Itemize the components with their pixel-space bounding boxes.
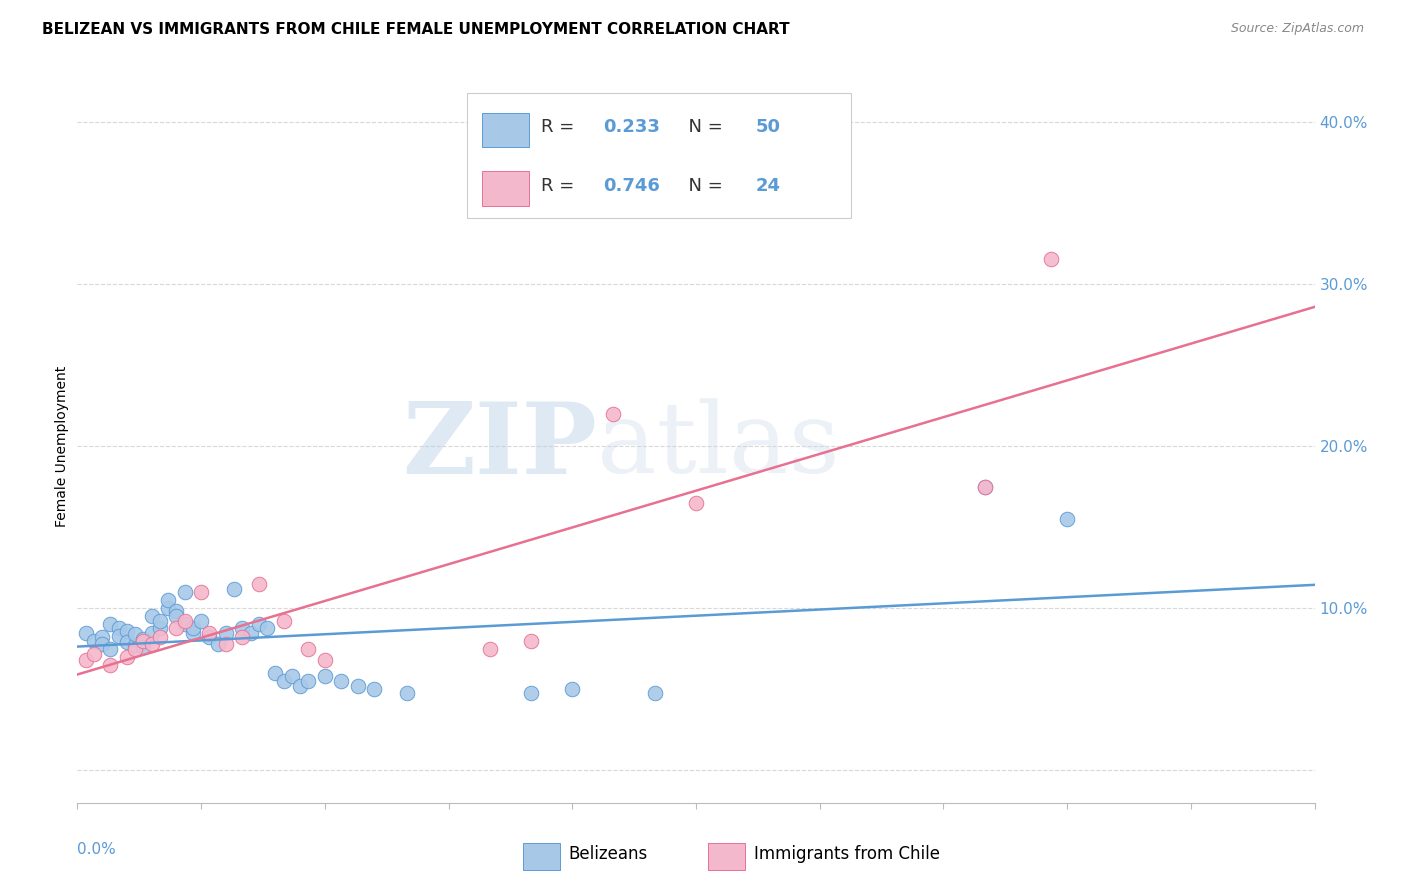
Point — [256, 621, 278, 635]
Text: BELIZEAN VS IMMIGRANTS FROM CHILE FEMALE UNEMPLOYMENT CORRELATION CHART: BELIZEAN VS IMMIGRANTS FROM CHILE FEMALE… — [42, 22, 790, 37]
Text: ZIP: ZIP — [402, 398, 598, 494]
Point — [314, 669, 336, 683]
Point — [685, 496, 707, 510]
Point — [273, 674, 295, 689]
Point — [198, 625, 221, 640]
FancyBboxPatch shape — [482, 112, 529, 147]
Point — [288, 679, 311, 693]
Point — [115, 635, 138, 649]
Point — [190, 585, 212, 599]
Point — [83, 633, 105, 648]
Text: 0.0%: 0.0% — [77, 842, 117, 857]
Point — [190, 614, 212, 628]
Point — [396, 685, 419, 699]
Point — [330, 674, 353, 689]
Point — [83, 647, 105, 661]
Point — [107, 621, 129, 635]
Point — [115, 649, 138, 664]
Text: R =: R = — [541, 177, 581, 194]
Point — [173, 585, 195, 599]
Point — [273, 614, 295, 628]
Text: R =: R = — [541, 118, 581, 136]
Text: 0.746: 0.746 — [603, 177, 659, 194]
Text: N =: N = — [678, 177, 728, 194]
FancyBboxPatch shape — [467, 93, 851, 218]
Point — [141, 609, 163, 624]
Point — [1039, 252, 1062, 267]
Point — [91, 637, 114, 651]
Point — [141, 637, 163, 651]
Point — [239, 625, 262, 640]
Text: N =: N = — [678, 118, 728, 136]
Text: Belizeans: Belizeans — [568, 846, 648, 863]
Point — [132, 640, 155, 654]
Point — [281, 669, 304, 683]
Point — [157, 601, 180, 615]
Y-axis label: Female Unemployment: Female Unemployment — [55, 366, 69, 526]
Point — [346, 679, 368, 693]
Point — [314, 653, 336, 667]
Point — [973, 479, 995, 493]
Point — [297, 674, 319, 689]
Point — [181, 621, 204, 635]
Point — [644, 685, 666, 699]
Point — [231, 621, 253, 635]
Point — [520, 685, 543, 699]
Point — [91, 631, 114, 645]
Text: atlas: atlas — [598, 398, 839, 494]
Point — [157, 593, 180, 607]
Point — [264, 666, 287, 681]
FancyBboxPatch shape — [523, 843, 560, 870]
FancyBboxPatch shape — [709, 843, 745, 870]
Text: 0.233: 0.233 — [603, 118, 659, 136]
Point — [173, 614, 195, 628]
Point — [1056, 512, 1078, 526]
Point — [124, 641, 146, 656]
Point — [124, 639, 146, 653]
Text: 50: 50 — [755, 118, 780, 136]
Point — [561, 682, 583, 697]
Point — [363, 682, 385, 697]
Point — [520, 633, 543, 648]
Point — [222, 582, 245, 596]
Point — [149, 614, 172, 628]
Point — [165, 609, 187, 624]
Point — [98, 641, 121, 656]
Point — [107, 629, 129, 643]
FancyBboxPatch shape — [482, 171, 529, 205]
Point — [602, 407, 624, 421]
Point — [297, 641, 319, 656]
Point — [149, 621, 172, 635]
Point — [207, 637, 229, 651]
Point — [124, 627, 146, 641]
Point — [247, 577, 270, 591]
Point — [247, 617, 270, 632]
Text: Source: ZipAtlas.com: Source: ZipAtlas.com — [1230, 22, 1364, 36]
Point — [973, 479, 995, 493]
Point — [215, 637, 238, 651]
Point — [198, 631, 221, 645]
Point — [75, 653, 97, 667]
Point — [141, 625, 163, 640]
Point — [215, 625, 238, 640]
Point — [165, 621, 187, 635]
Point — [181, 625, 204, 640]
Point — [149, 631, 172, 645]
Point — [98, 617, 121, 632]
Point — [115, 624, 138, 638]
Point — [75, 625, 97, 640]
Text: 24: 24 — [755, 177, 780, 194]
Point — [132, 633, 155, 648]
Point — [165, 604, 187, 618]
Text: Immigrants from Chile: Immigrants from Chile — [754, 846, 941, 863]
Point — [98, 657, 121, 672]
Point — [173, 617, 195, 632]
Point — [132, 632, 155, 646]
Point — [478, 641, 501, 656]
Point — [231, 631, 253, 645]
